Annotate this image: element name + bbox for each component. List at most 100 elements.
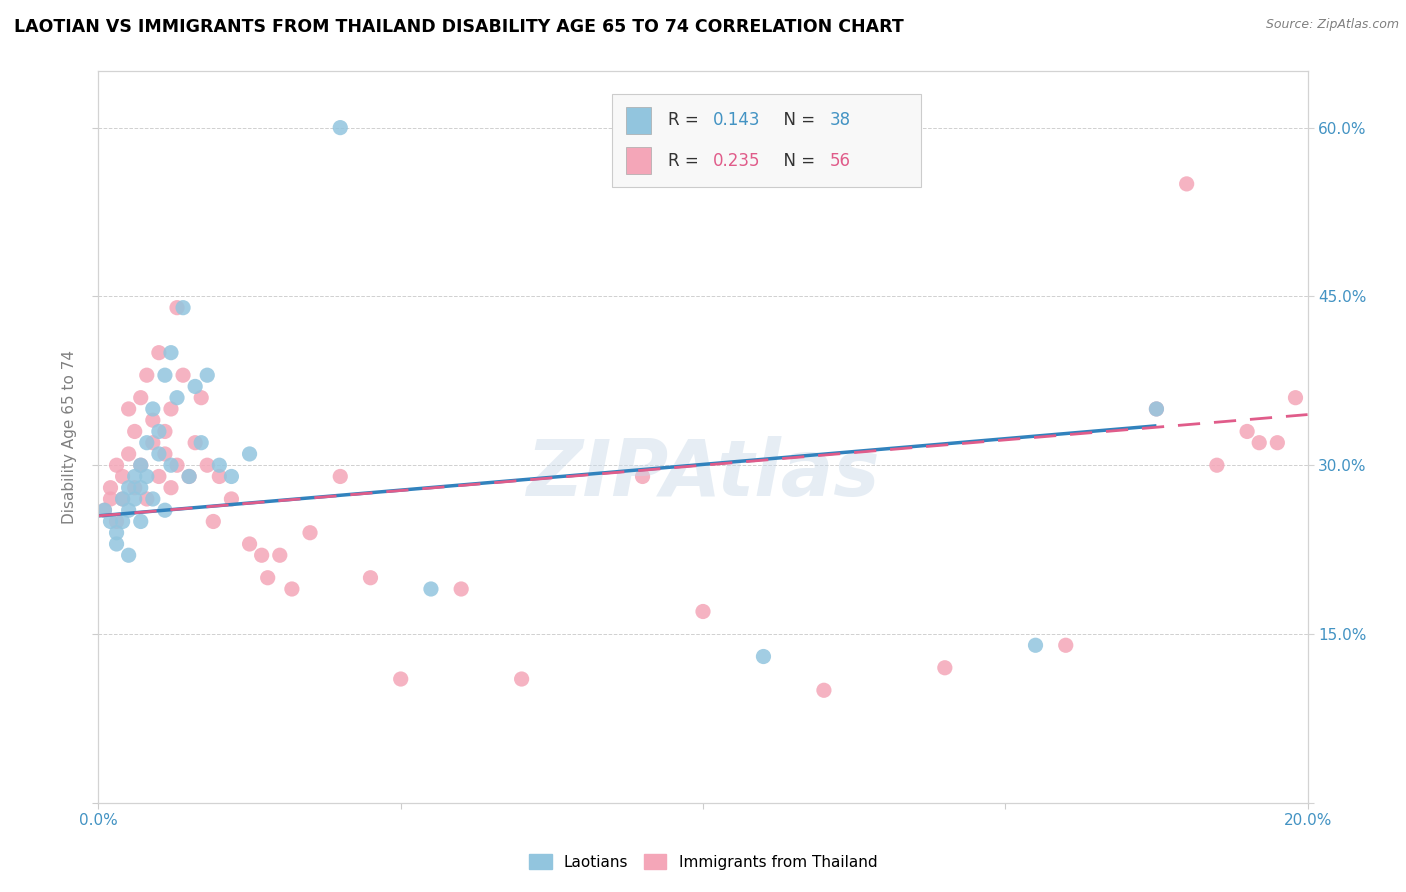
Point xyxy=(360,571,382,585)
Point xyxy=(420,582,443,596)
Point xyxy=(190,391,212,405)
Point xyxy=(202,515,225,529)
Point xyxy=(153,503,176,517)
Point xyxy=(239,537,262,551)
Point xyxy=(692,605,714,619)
Point xyxy=(179,469,201,483)
Point xyxy=(813,683,835,698)
Point xyxy=(1054,638,1077,652)
Point xyxy=(129,515,152,529)
Point xyxy=(195,368,218,383)
Point xyxy=(105,537,128,551)
Point xyxy=(118,447,141,461)
Point xyxy=(250,548,273,562)
Point xyxy=(1175,177,1198,191)
Point xyxy=(124,425,146,439)
Text: 56: 56 xyxy=(830,152,851,169)
Point xyxy=(118,503,141,517)
Point xyxy=(100,481,122,495)
Point xyxy=(1206,458,1229,473)
Text: N =: N = xyxy=(773,152,821,169)
Point xyxy=(221,491,243,506)
Text: 0.235: 0.235 xyxy=(713,152,761,169)
Point xyxy=(1024,638,1046,652)
Point xyxy=(510,672,533,686)
Point xyxy=(142,413,165,427)
Point xyxy=(124,469,146,483)
Point xyxy=(329,120,352,135)
Point xyxy=(329,469,352,483)
Point xyxy=(172,301,194,315)
Point xyxy=(135,491,157,506)
Point xyxy=(100,491,122,506)
Point xyxy=(135,435,157,450)
Text: N =: N = xyxy=(773,112,821,129)
Point xyxy=(135,469,157,483)
Point xyxy=(1267,435,1289,450)
Point xyxy=(111,491,134,506)
Point xyxy=(93,503,115,517)
Point xyxy=(1236,425,1258,439)
Point xyxy=(100,515,122,529)
Point xyxy=(153,447,176,461)
Point xyxy=(124,491,146,506)
Point xyxy=(118,481,141,495)
Point xyxy=(1249,435,1271,450)
Point xyxy=(221,469,243,483)
Point xyxy=(450,582,472,596)
Point xyxy=(148,469,170,483)
Point xyxy=(129,458,152,473)
Text: R =: R = xyxy=(668,112,704,129)
Point xyxy=(160,458,183,473)
Point xyxy=(934,661,956,675)
Point xyxy=(142,435,165,450)
Text: 0.143: 0.143 xyxy=(713,112,761,129)
Point xyxy=(269,548,291,562)
Text: LAOTIAN VS IMMIGRANTS FROM THAILAND DISABILITY AGE 65 TO 74 CORRELATION CHART: LAOTIAN VS IMMIGRANTS FROM THAILAND DISA… xyxy=(14,18,904,36)
Point xyxy=(179,469,201,483)
Point xyxy=(105,525,128,540)
Legend: Laotians, Immigrants from Thailand: Laotians, Immigrants from Thailand xyxy=(523,847,883,876)
Point xyxy=(142,491,165,506)
Y-axis label: Disability Age 65 to 74: Disability Age 65 to 74 xyxy=(62,350,77,524)
Point xyxy=(389,672,412,686)
Point xyxy=(239,447,262,461)
Point xyxy=(148,345,170,359)
Point xyxy=(256,571,278,585)
Point xyxy=(129,481,152,495)
Point xyxy=(148,447,170,461)
Point xyxy=(631,469,654,483)
Point xyxy=(184,435,207,450)
Point xyxy=(142,401,165,416)
Point xyxy=(281,582,304,596)
Point xyxy=(148,425,170,439)
Point xyxy=(129,458,152,473)
Text: ZIPAtlas: ZIPAtlas xyxy=(526,435,880,512)
Point xyxy=(1144,401,1167,416)
Point xyxy=(118,548,141,562)
Point xyxy=(208,469,231,483)
Point xyxy=(129,391,152,405)
Point xyxy=(153,425,176,439)
Point xyxy=(105,515,128,529)
Point xyxy=(111,469,134,483)
Point xyxy=(1144,401,1167,416)
Point xyxy=(190,435,212,450)
Point xyxy=(93,503,115,517)
Text: R =: R = xyxy=(668,152,704,169)
Point xyxy=(166,301,188,315)
Text: 38: 38 xyxy=(830,112,851,129)
Point xyxy=(135,368,157,383)
Point xyxy=(166,458,188,473)
Point xyxy=(111,515,134,529)
Point xyxy=(105,458,128,473)
Point xyxy=(195,458,218,473)
Point xyxy=(208,458,231,473)
Point xyxy=(166,391,188,405)
Point xyxy=(124,481,146,495)
Point xyxy=(160,345,183,359)
Point xyxy=(118,401,141,416)
Point xyxy=(752,649,775,664)
Point xyxy=(299,525,322,540)
Point xyxy=(111,491,134,506)
